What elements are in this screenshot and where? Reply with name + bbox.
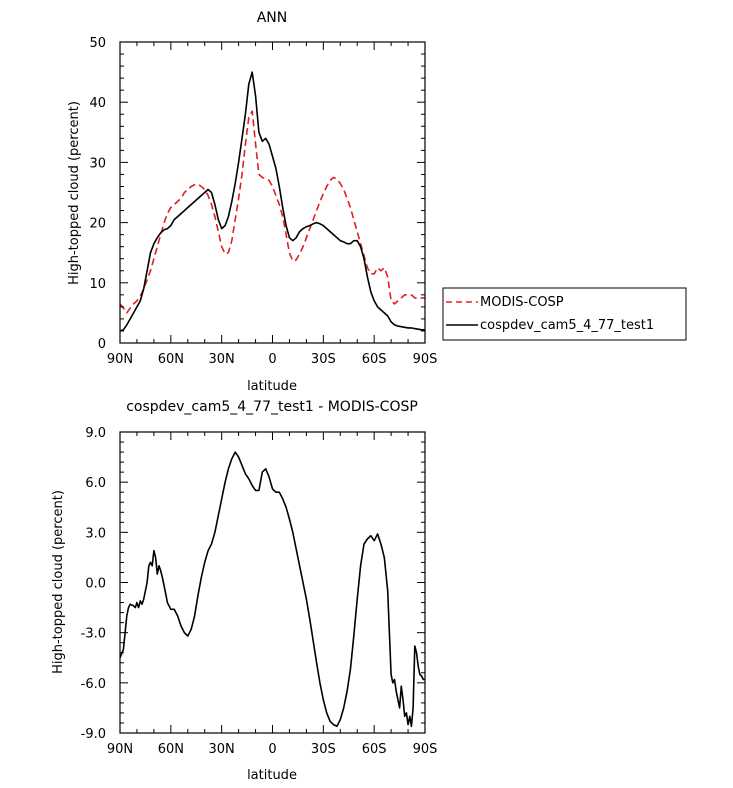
y-tick-label: 3.0 <box>85 526 106 541</box>
bottom-chart-x-axis-label: latitude <box>247 768 297 783</box>
top-chart-series-line-0 <box>119 110 425 314</box>
y-tick-label: 50 <box>89 36 106 51</box>
top-chart: ANN 90N 60N 30N 0 30S 60S 90S 0 10 20 30 40 50 latit… <box>67 10 687 394</box>
y-tick-label: 6.0 <box>85 476 106 491</box>
y-tick-label: 20 <box>89 217 106 232</box>
bottom-chart-y-axis-label: High-topped cloud (percent) <box>51 490 66 674</box>
top-chart-series-group <box>119 71 425 332</box>
x-tick-label: 30S <box>311 742 336 757</box>
x-tick-label: 30N <box>209 352 235 367</box>
legend-label-modis-cosp: MODIS-COSP <box>480 295 564 310</box>
y-tick-label: 10 <box>89 277 106 292</box>
x-tick-label: 90N <box>107 352 133 367</box>
legend-label-cospdev: cospdev_cam5_4_77_test1 <box>480 318 654 333</box>
x-tick-label: 90S <box>413 742 438 757</box>
legend-box <box>442 287 687 341</box>
x-tick-label: 30S <box>311 352 336 367</box>
bottom-chart-title: cospdev_cam5_4_77_test1 - MODIS-COSP <box>126 399 418 415</box>
x-tick-label: 60N <box>158 742 184 757</box>
x-tick-label: 60N <box>158 352 184 367</box>
top-chart-y-axis-label: High-topped cloud (percent) <box>67 101 82 285</box>
y-tick-label: 30 <box>89 156 106 171</box>
top-chart-legend: MODIS-COSP cospdev_cam5_4_77_test1 <box>442 287 687 341</box>
x-tick-label: 90S <box>413 352 438 367</box>
y-tick-label: -6.0 <box>81 677 106 692</box>
top-chart-title: ANN <box>257 10 288 26</box>
top-chart-plot-frame <box>119 41 426 344</box>
y-tick-label: 40 <box>89 96 106 111</box>
bottom-chart-axes: 90N 60N 30N 0 30S 60S 90S -9.0 -6.0 -3.0 0.0 3.0 6.0… <box>81 426 438 757</box>
x-tick-label: 60S <box>362 352 387 367</box>
y-tick-label: 0 <box>98 337 106 352</box>
y-tick-label: 9.0 <box>85 426 106 441</box>
y-tick-label: -9.0 <box>81 727 106 742</box>
x-tick-label: 90N <box>107 742 133 757</box>
top-chart-axes: 90N 60N 30N 0 30S 60S 90S 0 10 20 30 40 50 <box>89 36 437 367</box>
top-chart-x-axis-label: latitude <box>247 379 297 394</box>
x-tick-label: 0 <box>268 742 276 757</box>
top-chart-series-line-1 <box>119 71 425 332</box>
bottom-chart-series-group <box>119 451 425 728</box>
x-tick-label: 60S <box>362 742 387 757</box>
bottom-chart: cospdev_cam5_4_77_test1 - MODIS-COSP 90N… <box>51 399 437 783</box>
x-tick-label: 0 <box>268 352 276 367</box>
y-tick-label: -3.0 <box>81 627 106 642</box>
bottom-chart-series-line-0 <box>119 451 425 728</box>
x-tick-label: 30N <box>209 742 235 757</box>
bottom-chart-plot-frame <box>119 431 426 734</box>
y-tick-label: 0.0 <box>85 577 106 592</box>
